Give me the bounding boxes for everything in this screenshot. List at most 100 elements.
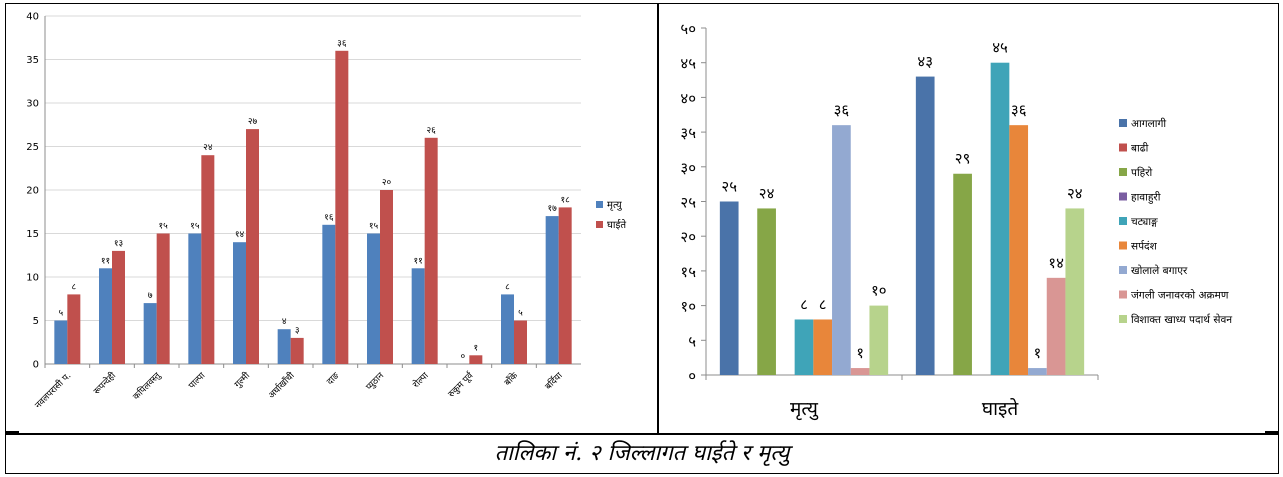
bar [277, 329, 291, 364]
y-tick-label: ४५ [680, 55, 696, 73]
data-label: २७ [248, 117, 258, 127]
x-tick-label: रूपन्देही [91, 369, 119, 397]
data-label: २४ [1067, 184, 1083, 202]
y-tick-label: 20 [26, 186, 39, 197]
bar [1028, 368, 1047, 375]
data-label: ८ [71, 282, 76, 292]
data-label: १ [856, 344, 864, 362]
data-label: २४ [759, 184, 775, 202]
data-label: ४ [282, 317, 287, 327]
data-label: १६ [324, 213, 334, 223]
bar [794, 319, 814, 375]
x-tick-label: अर्घाखाँची [265, 369, 297, 401]
data-label: ८ [800, 295, 808, 313]
x-tick-label: पाल्पा [187, 371, 208, 392]
legend-label: सर्पदंश [1131, 240, 1158, 253]
bar [1009, 125, 1029, 375]
data-label: ८ [505, 282, 510, 292]
bar [246, 129, 259, 364]
y-tick-label: १० [680, 298, 696, 316]
bar [99, 268, 112, 364]
y-tick-label: 30 [26, 99, 39, 110]
bar [156, 233, 170, 364]
caption-rule [5, 433, 1279, 435]
x-tick-label: दाङ [325, 371, 341, 387]
bar [54, 320, 68, 364]
bar [367, 233, 380, 364]
bar [67, 294, 81, 364]
data-label: ४३ [917, 53, 933, 71]
data-label: १५ [190, 222, 200, 232]
data-label: ५ [518, 309, 523, 319]
legend-swatch [596, 201, 603, 208]
data-label: १० [871, 282, 887, 300]
bar [143, 303, 157, 364]
legend-swatch [1119, 266, 1127, 274]
y-tick-label: १५ [680, 263, 696, 281]
bar [514, 320, 527, 364]
x-tick-label: नवलपरासी प. [32, 370, 73, 411]
bar [832, 125, 851, 375]
x-tick-label: गुल्मी [232, 369, 253, 390]
data-label: ५ [58, 309, 63, 319]
data-label: ११ [413, 256, 422, 266]
y-tick-label: ५० [680, 20, 696, 38]
y-tick-label: 25 [26, 142, 39, 153]
legend-label: बाढी [1131, 142, 1149, 155]
y-tick-label: 5 [33, 316, 39, 327]
panel-divider [657, 3, 659, 433]
bar [757, 208, 776, 375]
bar [201, 155, 215, 364]
data-label: २९ [955, 150, 971, 168]
bar [411, 268, 425, 364]
bar [112, 250, 125, 364]
y-tick-label: ५ [688, 332, 696, 350]
bar [290, 337, 304, 364]
data-label: २५ [721, 178, 737, 196]
data-label: ४५ [992, 39, 1008, 57]
y-tick-label: ३५ [680, 124, 696, 142]
bar [719, 201, 739, 375]
bar [322, 224, 336, 364]
data-label: १४ [1048, 254, 1064, 272]
legend-swatch [1119, 290, 1127, 299]
cause-chart: ० ५ १० १५ २० २५ ३० ३५ ४० ४५ ५० २५ २४ ८ ८ ३६ १ १० मृत्यु ४३ २… [680, 20, 1232, 421]
data-label: ३६ [337, 39, 347, 49]
bar [188, 233, 202, 364]
y-tick-label: ० [688, 367, 696, 385]
y-tick-label: 0 [33, 360, 39, 371]
bar [335, 50, 349, 365]
legend-label: मृत्यु [607, 200, 623, 211]
legend-swatch [1119, 315, 1127, 323]
legend-label: चट्याङ्ग [1131, 216, 1158, 228]
bar [380, 190, 393, 364]
bar [1046, 277, 1066, 375]
data-label: ३६ [834, 101, 850, 119]
legend-swatch [1119, 119, 1127, 127]
legend-label: हावाहुरी [1131, 191, 1161, 205]
bar [545, 216, 559, 364]
legend-swatch [1119, 168, 1127, 176]
x-tick-label: बाँके [501, 369, 520, 388]
x-tick-label: रोल्पा [410, 369, 431, 390]
y-tick-label: 40 [26, 12, 39, 23]
legend-swatch [1119, 143, 1127, 152]
data-label: २० [382, 178, 392, 188]
caption-tick-left [5, 431, 19, 433]
x-tick-label: रुकुम पूर्व [445, 369, 476, 400]
x-tick-label: प्युठान [365, 370, 387, 392]
x-category-label: मृत्यु [790, 398, 819, 421]
y-tick-label: ३० [680, 159, 696, 177]
y-tick-label: २० [680, 228, 696, 246]
data-label: १८ [560, 195, 570, 205]
data-label: २४ [203, 143, 213, 153]
data-label: ३६ [1011, 101, 1027, 119]
y-tick-label: २५ [680, 194, 696, 212]
x-tick-label: बर्दिया [542, 369, 565, 392]
bar [850, 368, 870, 375]
data-label: ८ [819, 295, 827, 313]
bar [915, 76, 935, 375]
legend-swatch [596, 221, 603, 228]
legend-swatch [1119, 217, 1127, 225]
